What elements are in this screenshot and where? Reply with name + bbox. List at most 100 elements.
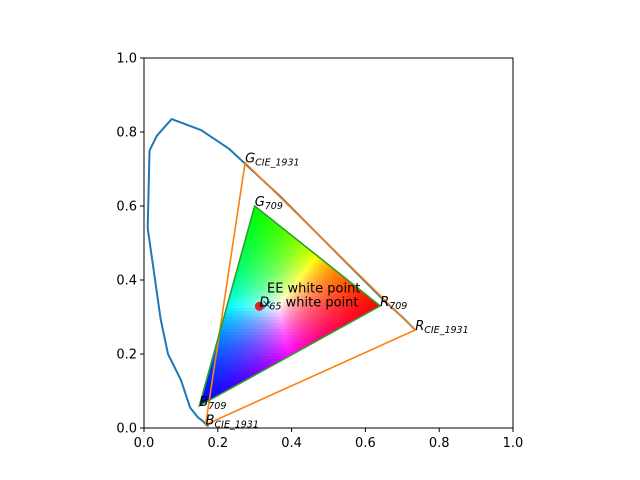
gamut-fill-cell	[268, 356, 272, 360]
gamut-fill-cell	[319, 290, 323, 294]
gamut-fill-cell	[247, 374, 251, 378]
gamut-fill-cell	[292, 308, 296, 312]
gamut-fill-cell	[238, 350, 242, 354]
gamut-fill-cell	[313, 323, 317, 327]
gamut-fill-cell	[289, 296, 293, 300]
gamut-fill-cell	[307, 323, 311, 327]
gamut-fill-cell	[301, 329, 305, 333]
gamut-fill-cell	[286, 281, 290, 285]
gamut-fill-cell	[262, 218, 266, 222]
gamut-fill-cell	[292, 278, 296, 282]
gamut-fill-cell	[277, 341, 281, 345]
gamut-fill-cell	[316, 329, 320, 333]
gamut-fill-cell	[253, 269, 257, 273]
gamut-fill-cell	[253, 284, 257, 288]
gamut-fill-cell	[319, 296, 323, 300]
gamut-fill-cell	[271, 338, 275, 342]
gamut-fill-cell	[343, 308, 347, 312]
gamut-fill-cell	[310, 275, 314, 279]
gamut-fill-cell	[217, 374, 221, 378]
gamut-fill-cell	[223, 344, 227, 348]
gamut-fill-cell	[265, 233, 269, 237]
gamut-fill-cell	[352, 290, 356, 294]
gamut-fill-cell	[265, 323, 269, 327]
gamut-fill-cell	[334, 281, 338, 285]
gamut-fill-cell	[313, 335, 317, 339]
gamut-fill-cell	[301, 326, 305, 330]
gamut-fill-cell	[268, 263, 272, 267]
gamut-fill-cell	[262, 245, 266, 249]
gamut-fill-cell	[331, 317, 335, 321]
gamut-fill-cell	[247, 287, 251, 291]
gamut-fill-cell	[250, 353, 254, 357]
gamut-fill-cell	[250, 245, 254, 249]
gamut-fill-cell	[316, 260, 320, 264]
gamut-fill-cell	[277, 302, 281, 306]
gamut-fill-cell	[259, 353, 263, 357]
gamut-fill-cell	[229, 308, 233, 312]
gamut-fill-cell	[310, 296, 314, 300]
gamut-fill-cell	[295, 329, 299, 333]
gamut-fill-cell	[268, 326, 272, 330]
gamut-fill-cell	[277, 338, 281, 342]
gamut-fill-cell	[223, 338, 227, 342]
gamut-fill-cell	[265, 263, 269, 267]
gamut-fill-cell	[238, 314, 242, 318]
gamut-fill-cell	[241, 359, 245, 363]
gamut-fill-cell	[307, 320, 311, 324]
gamut-fill-cell	[229, 362, 233, 366]
gamut-fill-cell	[319, 266, 323, 270]
gamut-fill-cell	[259, 338, 263, 342]
gamut-fill-cell	[343, 311, 347, 315]
gamut-fill-cell	[316, 317, 320, 321]
gamut-fill-cell	[331, 269, 335, 273]
gamut-fill-cell	[319, 284, 323, 288]
gamut-fill-cell	[331, 308, 335, 312]
gamut-fill-cell	[253, 281, 257, 285]
gamut-fill-cell	[271, 248, 275, 252]
gamut-fill-cell	[214, 377, 218, 381]
gamut-fill-cell	[274, 257, 278, 261]
gamut-fill-cell	[298, 284, 302, 288]
gamut-fill-cell	[250, 311, 254, 315]
gamut-fill-cell	[277, 233, 281, 237]
gamut-fill-cell	[265, 338, 269, 342]
gamut-fill-cell	[253, 266, 257, 270]
gamut-fill-cell	[283, 275, 287, 279]
annotations: GCIE_1931G709R709RCIE_1931B709BCIE_1931D…	[199, 152, 468, 431]
gamut-fill-cell	[328, 266, 332, 270]
gamut-fill-cell	[298, 326, 302, 330]
gamut-fill-cell	[250, 242, 254, 246]
gamut-fill-cell	[217, 362, 221, 366]
gamut-fill-cell	[307, 281, 311, 285]
gamut-fill-cell	[244, 326, 248, 330]
gamut-fill-cell	[256, 344, 260, 348]
gamut-fill-cell	[259, 239, 263, 243]
gamut-fill-cell	[244, 305, 248, 309]
gamut-fill-cell	[223, 386, 227, 390]
gamut-fill-cell	[298, 317, 302, 321]
gamut-fill-cell	[256, 275, 260, 279]
gamut-fill-cell	[337, 323, 341, 327]
gamut-fill-cell	[337, 275, 341, 279]
gamut-fill-cell	[271, 347, 275, 351]
gamut-fill-cell	[262, 215, 266, 219]
gamut-fill-cell	[259, 218, 263, 222]
gamut-fill-cell	[268, 233, 272, 237]
gamut-fill-cell	[355, 296, 359, 300]
gamut-fill-cell	[280, 299, 284, 303]
gamut-fill-cell	[286, 242, 290, 246]
gamut-fill-cell	[301, 245, 305, 249]
gamut-fill-cell	[232, 287, 236, 291]
gamut-fill-cell	[265, 344, 269, 348]
gamut-fill-cell	[253, 371, 257, 375]
gamut-fill-cell	[358, 305, 362, 309]
gamut-fill-cell	[277, 317, 281, 321]
gamut-fill-cell	[313, 314, 317, 318]
gamut-fill-cell	[283, 260, 287, 264]
gamut-fill-cell	[277, 227, 281, 231]
gamut-fill-cell	[295, 311, 299, 315]
gamut-fill-cell	[277, 257, 281, 261]
gamut-fill-cell	[238, 278, 242, 282]
gamut-fill-cell	[280, 356, 284, 360]
